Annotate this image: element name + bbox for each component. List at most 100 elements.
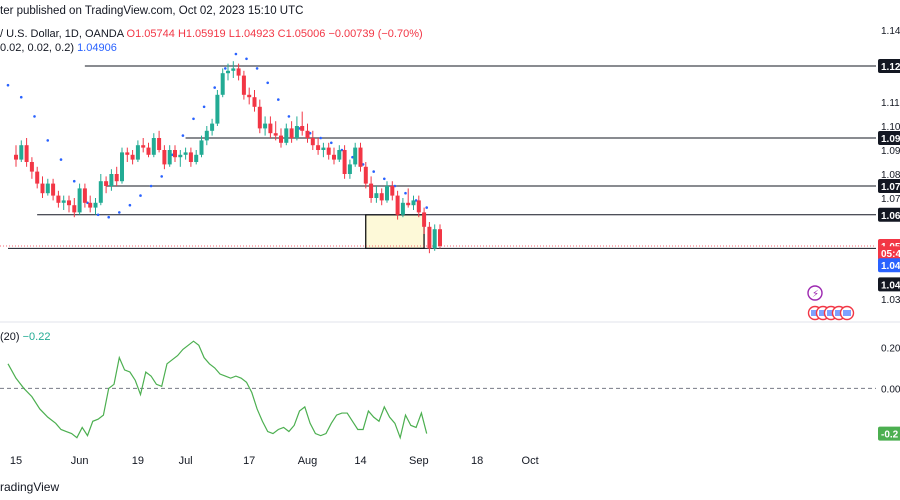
- sar-dot: [107, 215, 110, 219]
- price-axis-badge: [878, 277, 900, 292]
- indicator-name: (20): [0, 331, 20, 343]
- sar-dot: [128, 203, 132, 207]
- sar-dot: [6, 83, 10, 87]
- candle-body: [316, 145, 321, 150]
- price-axis-label: 1.09: [881, 146, 900, 157]
- price-axis-badge: [878, 179, 900, 193]
- price-axis-badge: [878, 246, 900, 261]
- price-axis-badge: [878, 207, 900, 222]
- sar-dot: [202, 105, 206, 109]
- candle-body: [379, 193, 384, 201]
- candle-body: [82, 188, 87, 203]
- sar-dot: [160, 175, 163, 178]
- x-tick-label: Oct: [522, 455, 539, 467]
- candle-body: [162, 150, 167, 165]
- sar-dot: [383, 177, 386, 181]
- indicator-axis-badge: [878, 426, 900, 441]
- candle-body: [125, 152, 130, 155]
- candle-body: [61, 200, 66, 203]
- price-axis-badge: [878, 131, 900, 145]
- price-axis-label: 1.04: [881, 261, 900, 272]
- candle-body: [342, 150, 347, 174]
- indicator-value: −0.22: [22, 331, 51, 343]
- indicator-axis-label: 0.00: [881, 384, 900, 395]
- candle-body: [279, 135, 283, 143]
- indicator-axis-label: -0.2: [881, 430, 899, 441]
- indicator-line: [7, 340, 428, 440]
- candle-body: [88, 202, 93, 208]
- sar-legend: 0.02, 0.02, 0.2) 1.04906: [0, 42, 117, 54]
- candle-body: [263, 123, 268, 129]
- candle-body: [157, 138, 162, 150]
- x-tick-label: Sep: [409, 455, 429, 467]
- candle-body: [109, 174, 114, 186]
- candle-body: [29, 162, 34, 172]
- candle-body: [135, 145, 140, 160]
- candle-body: [35, 171, 40, 184]
- lightning-glyph: ⚡: [812, 289, 819, 300]
- price-axis-label: 1.08: [881, 170, 900, 181]
- candle-body: [422, 212, 427, 227]
- sar-dot: [245, 57, 248, 61]
- price-axis-label: 1.06: [881, 211, 900, 222]
- candle-body: [358, 147, 363, 167]
- sar-dot: [19, 95, 23, 99]
- candle-body: [51, 183, 56, 196]
- brand-footer: radingView: [0, 480, 59, 494]
- candle-body: [146, 147, 151, 155]
- candle-body: [416, 200, 421, 213]
- candle-body: [438, 229, 442, 246]
- sar-dot: [33, 115, 36, 118]
- candle-body: [337, 150, 342, 160]
- us-flag-icon-inner: [819, 310, 827, 316]
- candle-body: [268, 123, 273, 134]
- sar-value: 1.04906: [77, 42, 117, 54]
- price-axis-label: 1.07: [881, 194, 900, 205]
- candle-body: [178, 154, 183, 158]
- x-tick-label: 14: [354, 455, 366, 467]
- sar-dot: [118, 211, 121, 214]
- sar-dot: [234, 52, 238, 56]
- candle-body: [289, 128, 294, 138]
- candle-body: [167, 150, 172, 165]
- candle-body: [93, 202, 98, 208]
- candle-body: [247, 94, 252, 98]
- sar-dot: [425, 206, 429, 209]
- candle-body: [321, 147, 326, 150]
- high-value: H1.05919: [177, 28, 226, 40]
- candle-body: [141, 145, 146, 148]
- candle-body: [231, 68, 236, 71]
- change-value: −0.00739 (−0.70%): [328, 28, 423, 40]
- ohlc-legend: / U.S. Dollar, 1D, OANDA O1.05744 H1.059…: [0, 28, 423, 40]
- sar-dot: [404, 191, 407, 195]
- candle-body: [427, 226, 432, 249]
- price-axis-label: 1.03: [881, 295, 900, 306]
- us-flag-icon-inner: [811, 310, 819, 316]
- candle-body: [104, 181, 109, 186]
- sar-dot: [139, 194, 142, 197]
- price-axis-label: 1.11: [881, 98, 900, 109]
- candle-body: [353, 147, 358, 165]
- sar-dot: [192, 117, 195, 121]
- price-axis-label: 1.12: [881, 62, 900, 73]
- price-axis-label: 1.10: [881, 122, 900, 133]
- price-axis-label: 1.14: [881, 26, 900, 37]
- candle-body: [183, 152, 188, 155]
- candle-body: [257, 106, 262, 129]
- sar-params: 0.02, 0.02, 0.2): [0, 42, 74, 54]
- x-tick-label: 18: [471, 455, 483, 467]
- candle-body: [77, 188, 82, 213]
- candle-body: [273, 133, 278, 136]
- candle-body: [400, 202, 405, 215]
- open-value: O1.05744: [126, 28, 175, 40]
- sar-dot: [319, 136, 323, 140]
- x-tick-label: Jul: [179, 455, 193, 467]
- sar-dot: [181, 134, 185, 137]
- event-lightning-icon: [807, 285, 823, 301]
- candle-body: [173, 150, 177, 158]
- candle-body: [130, 154, 135, 160]
- x-tick-label: 17: [243, 455, 255, 467]
- sar-dot: [46, 139, 50, 142]
- us-flag-icon-inner: [835, 310, 843, 316]
